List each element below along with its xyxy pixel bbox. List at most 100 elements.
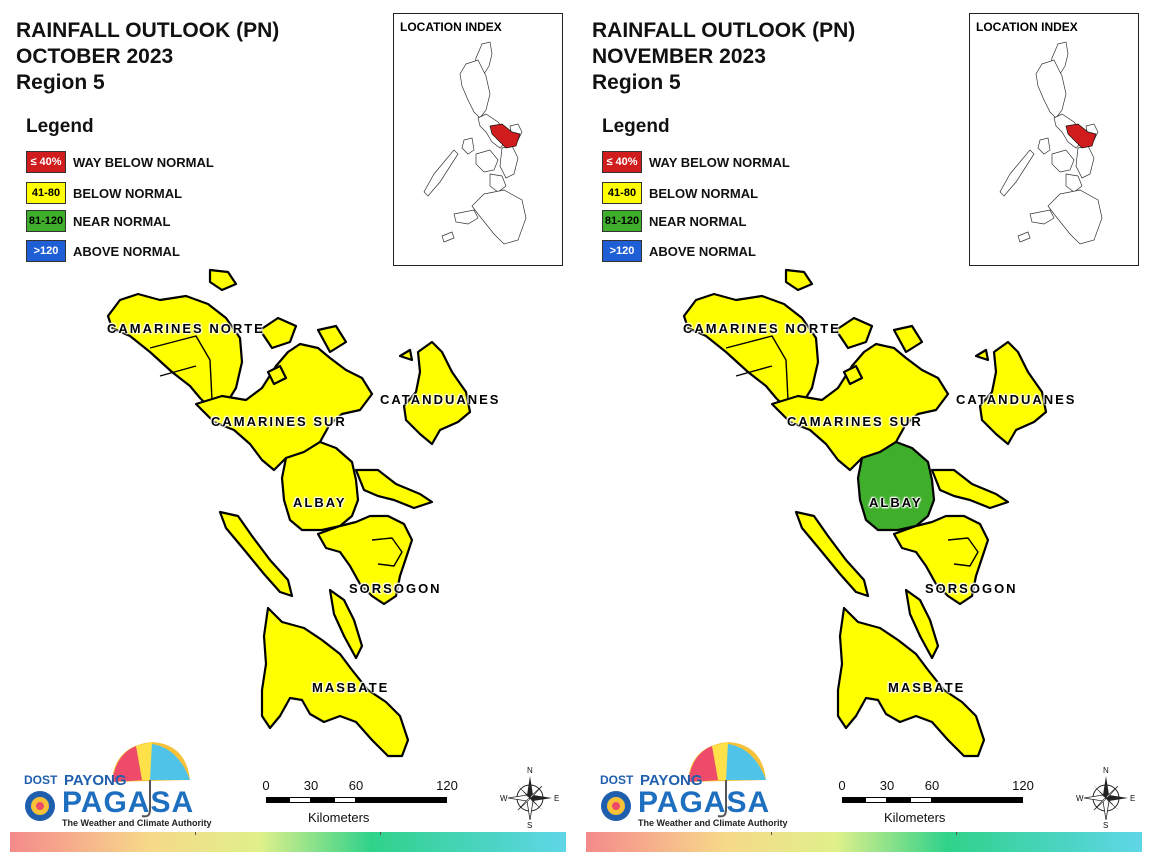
legend-item: 81-120 NEAR NORMAL bbox=[26, 209, 171, 233]
logo-dost-text: DOST bbox=[600, 773, 634, 787]
location-index-map: LOCATION INDEX bbox=[969, 13, 1139, 266]
compass-w: W bbox=[500, 794, 508, 803]
scale-segment bbox=[865, 797, 887, 803]
logo-payong-text: PAYONG bbox=[64, 772, 127, 789]
title-line-1: RAINFALL OUTLOOK (PN) bbox=[592, 19, 856, 42]
compass-e: E bbox=[1130, 794, 1136, 803]
scale-segment bbox=[266, 797, 289, 803]
catanduanes-area bbox=[978, 340, 1048, 446]
legend-swatch: 81-120 bbox=[26, 210, 66, 232]
legend-item: 81-120 NEAR NORMAL bbox=[602, 209, 747, 233]
map-title: RAINFALL OUTLOOK (PN) OCTOBER 2023 Regio… bbox=[16, 18, 279, 96]
legend-label: ABOVE NORMAL bbox=[649, 243, 756, 259]
legend-swatch: 41-80 bbox=[26, 182, 66, 204]
scale-segment bbox=[842, 797, 865, 803]
label-masbate: MASBATE bbox=[312, 680, 390, 695]
legend-swatch: 41-80 bbox=[602, 182, 642, 204]
payong-pagasa-logo: DOST PAYONG PAGASA The Weather and Clima… bbox=[592, 740, 788, 832]
legend-swatch: >120 bbox=[602, 240, 642, 262]
scale-tick-60: 60 bbox=[924, 778, 940, 793]
scale-tick-60: 60 bbox=[348, 778, 364, 793]
label-sorsogon: SORSOGON bbox=[349, 581, 442, 596]
masbate-area bbox=[260, 606, 410, 758]
october-outlook-panel: RAINFALL OUTLOOK (PN) OCTOBER 2023 Regio… bbox=[10, 13, 566, 852]
label-camarines-norte: CAMARINES NORTE bbox=[683, 321, 841, 336]
scale-tick-120: 120 bbox=[436, 778, 458, 793]
legend-item: 41-80 BELOW NORMAL bbox=[602, 181, 758, 205]
region5-highlight bbox=[489, 123, 521, 149]
scale-bar: 0 30 60 120 Kilometers bbox=[258, 778, 468, 828]
compass-e: E bbox=[554, 794, 560, 803]
location-index-map: LOCATION INDEX bbox=[393, 13, 563, 266]
legend-swatch: >120 bbox=[26, 240, 66, 262]
umbrella-icon bbox=[25, 742, 190, 821]
title-line-3: Region 5 bbox=[592, 71, 681, 94]
compass-icon bbox=[1083, 776, 1128, 821]
scale-tick-0: 0 bbox=[838, 778, 846, 793]
label-albay: ALBAY bbox=[293, 495, 347, 510]
masbate-area bbox=[836, 606, 986, 758]
legend-label: ABOVE NORMAL bbox=[73, 243, 180, 259]
legend-label: WAY BELOW NORMAL bbox=[73, 154, 214, 170]
scale-segment bbox=[334, 797, 356, 803]
compass-icon bbox=[507, 776, 552, 821]
legend-swatch: 81-120 bbox=[602, 210, 642, 232]
scale-unit: Kilometers bbox=[308, 810, 370, 825]
scale-segment bbox=[910, 797, 932, 803]
compass-s: S bbox=[1103, 821, 1109, 830]
region5-map bbox=[106, 268, 472, 758]
payong-pagasa-logo: DOST PAYONG PAGASA The Weather and Clima… bbox=[16, 740, 212, 832]
label-sorsogon: SORSOGON bbox=[925, 581, 1018, 596]
logo-tagline: The Weather and Climate Authority bbox=[62, 818, 212, 828]
scale-segment bbox=[356, 797, 447, 803]
title-line-1: RAINFALL OUTLOOK (PN) bbox=[16, 19, 280, 42]
region5-highlight bbox=[1065, 123, 1097, 149]
legend-item: ≤ 40% WAY BELOW NORMAL bbox=[602, 150, 790, 174]
scale-tick-0: 0 bbox=[262, 778, 270, 793]
label-camarines-sur: CAMARINES SUR bbox=[787, 414, 923, 429]
compass-rose: N S E W bbox=[1076, 766, 1136, 830]
title-line-3: Region 5 bbox=[16, 71, 105, 94]
scale-bar: 0 30 60 120 Kilometers bbox=[834, 778, 1044, 828]
logo-dost-text: DOST bbox=[24, 773, 58, 787]
map-title: RAINFALL OUTLOOK (PN) NOVEMBER 2023 Regi… bbox=[592, 18, 855, 96]
location-index-title: LOCATION INDEX bbox=[976, 20, 1078, 34]
scale-segment bbox=[887, 797, 910, 803]
compass-n: N bbox=[527, 766, 533, 775]
legend-item: 41-80 BELOW NORMAL bbox=[26, 181, 182, 205]
camarines-norte-area bbox=[682, 292, 820, 410]
scale-unit: Kilometers bbox=[884, 810, 946, 825]
legend-item: >120 ABOVE NORMAL bbox=[602, 239, 756, 263]
logo-pagasa-text: PAGASA bbox=[62, 786, 195, 819]
catanduanes-area bbox=[402, 340, 472, 446]
legend-label: NEAR NORMAL bbox=[73, 213, 171, 229]
legend-label: NEAR NORMAL bbox=[649, 213, 747, 229]
scale-tick-30: 30 bbox=[879, 778, 895, 793]
bottom-gradient-bar bbox=[586, 832, 1142, 852]
legend-swatch: ≤ 40% bbox=[26, 151, 66, 173]
label-masbate: MASBATE bbox=[888, 680, 966, 695]
label-catanduanes: CATANDUANES bbox=[380, 392, 501, 407]
logo-pagasa-text: PAGASA bbox=[638, 786, 771, 819]
legend-label: BELOW NORMAL bbox=[73, 185, 183, 201]
logo-payong-text: PAYONG bbox=[640, 772, 703, 789]
scale-segment bbox=[311, 797, 334, 803]
label-camarines-sur: CAMARINES SUR bbox=[211, 414, 347, 429]
location-index-title: LOCATION INDEX bbox=[400, 20, 502, 34]
label-albay: ALBAY bbox=[869, 495, 923, 510]
compass-w: W bbox=[1076, 794, 1084, 803]
scale-segment bbox=[289, 797, 311, 803]
region5-map bbox=[682, 268, 1048, 758]
bottom-gradient-bar bbox=[10, 832, 566, 852]
umbrella-icon bbox=[601, 742, 766, 821]
november-outlook-panel: RAINFALL OUTLOOK (PN) NOVEMBER 2023 Regi… bbox=[576, 0, 1152, 864]
legend-label: WAY BELOW NORMAL bbox=[649, 154, 790, 170]
camarines-norte-area bbox=[106, 292, 244, 410]
legend-title: Legend bbox=[26, 116, 94, 137]
label-camarines-norte: CAMARINES NORTE bbox=[107, 321, 265, 336]
philippines-index-map bbox=[423, 41, 527, 245]
scale-tick-120: 120 bbox=[1012, 778, 1034, 793]
albay-area bbox=[280, 440, 360, 532]
scale-tick-30: 30 bbox=[303, 778, 319, 793]
philippines-index-map bbox=[999, 41, 1103, 245]
